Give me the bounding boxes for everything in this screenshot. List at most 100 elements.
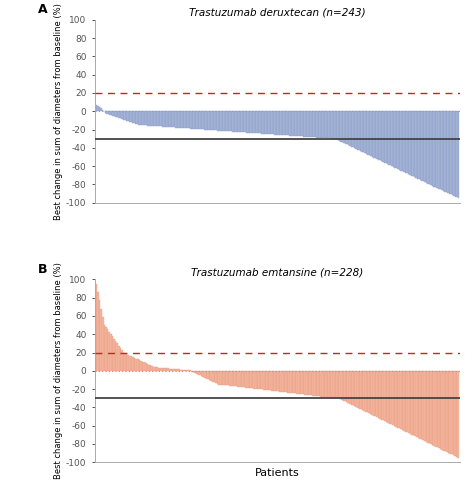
- Bar: [443, 111, 444, 191]
- Bar: [229, 371, 231, 386]
- Bar: [303, 371, 304, 395]
- Bar: [403, 111, 405, 172]
- Bar: [434, 371, 435, 446]
- Bar: [132, 111, 133, 123]
- Bar: [123, 111, 124, 120]
- Bar: [328, 371, 330, 398]
- Bar: [183, 370, 185, 371]
- Bar: [186, 111, 187, 128]
- Bar: [159, 368, 161, 371]
- Bar: [371, 371, 373, 415]
- Bar: [262, 111, 264, 134]
- Bar: [435, 111, 437, 187]
- Bar: [304, 111, 306, 137]
- Bar: [279, 371, 281, 392]
- Bar: [281, 371, 282, 392]
- Bar: [151, 111, 153, 126]
- Bar: [383, 371, 384, 420]
- Bar: [426, 111, 428, 183]
- Bar: [254, 371, 255, 389]
- Bar: [232, 111, 234, 132]
- Bar: [126, 354, 128, 371]
- Bar: [219, 371, 220, 385]
- Title: Trastuzumab deruxtecan (n=243): Trastuzumab deruxtecan (n=243): [189, 8, 365, 18]
- Bar: [289, 371, 290, 393]
- Bar: [181, 111, 182, 128]
- Bar: [270, 111, 271, 134]
- Bar: [220, 111, 222, 131]
- Bar: [246, 111, 247, 133]
- Bar: [343, 371, 344, 401]
- Bar: [360, 371, 362, 410]
- Bar: [443, 371, 445, 450]
- Bar: [434, 111, 435, 186]
- Bar: [379, 111, 381, 161]
- Bar: [358, 111, 360, 150]
- Bar: [235, 111, 237, 132]
- Bar: [390, 111, 392, 166]
- Bar: [109, 111, 110, 115]
- Bar: [357, 111, 358, 150]
- Bar: [196, 111, 198, 129]
- Bar: [148, 365, 150, 371]
- Bar: [336, 111, 337, 140]
- Bar: [437, 111, 438, 188]
- Bar: [263, 371, 264, 390]
- Bar: [358, 371, 360, 409]
- Bar: [213, 111, 214, 130]
- Bar: [271, 111, 273, 134]
- Bar: [285, 111, 286, 135]
- Bar: [190, 111, 191, 129]
- Bar: [381, 111, 383, 161]
- Bar: [256, 371, 258, 389]
- Bar: [325, 371, 327, 397]
- Bar: [320, 371, 322, 397]
- Bar: [188, 370, 190, 371]
- Bar: [258, 111, 259, 133]
- Bar: [215, 371, 217, 383]
- Bar: [445, 371, 446, 451]
- Bar: [411, 111, 412, 175]
- Bar: [337, 111, 339, 140]
- Bar: [410, 111, 411, 175]
- Bar: [446, 371, 448, 452]
- Bar: [401, 111, 402, 170]
- Bar: [448, 371, 449, 453]
- Bar: [202, 111, 204, 129]
- Bar: [419, 371, 421, 439]
- Bar: [137, 359, 138, 371]
- Bar: [96, 284, 97, 371]
- Bar: [204, 371, 206, 378]
- Bar: [388, 111, 390, 165]
- Bar: [296, 371, 298, 394]
- Bar: [136, 359, 137, 371]
- Bar: [124, 353, 126, 371]
- Bar: [121, 111, 123, 119]
- Bar: [171, 369, 172, 371]
- Bar: [222, 111, 223, 131]
- Bar: [426, 371, 427, 442]
- Y-axis label: Best change in sum of diameters from baseline (%): Best change in sum of diameters from bas…: [54, 3, 63, 220]
- Bar: [145, 111, 146, 125]
- Bar: [201, 111, 202, 129]
- Bar: [313, 111, 315, 137]
- Bar: [456, 111, 457, 197]
- Bar: [428, 111, 429, 183]
- Bar: [381, 371, 383, 419]
- Bar: [211, 111, 213, 130]
- Bar: [304, 371, 306, 395]
- Bar: [128, 111, 130, 122]
- Bar: [293, 371, 295, 393]
- Bar: [376, 371, 378, 417]
- Bar: [425, 111, 426, 182]
- Bar: [234, 111, 235, 132]
- Bar: [341, 371, 343, 400]
- Bar: [255, 111, 256, 133]
- Bar: [314, 371, 316, 396]
- Bar: [386, 371, 387, 422]
- Bar: [351, 111, 352, 147]
- Bar: [396, 111, 397, 168]
- Bar: [309, 111, 310, 137]
- Bar: [127, 111, 128, 121]
- Bar: [361, 111, 363, 152]
